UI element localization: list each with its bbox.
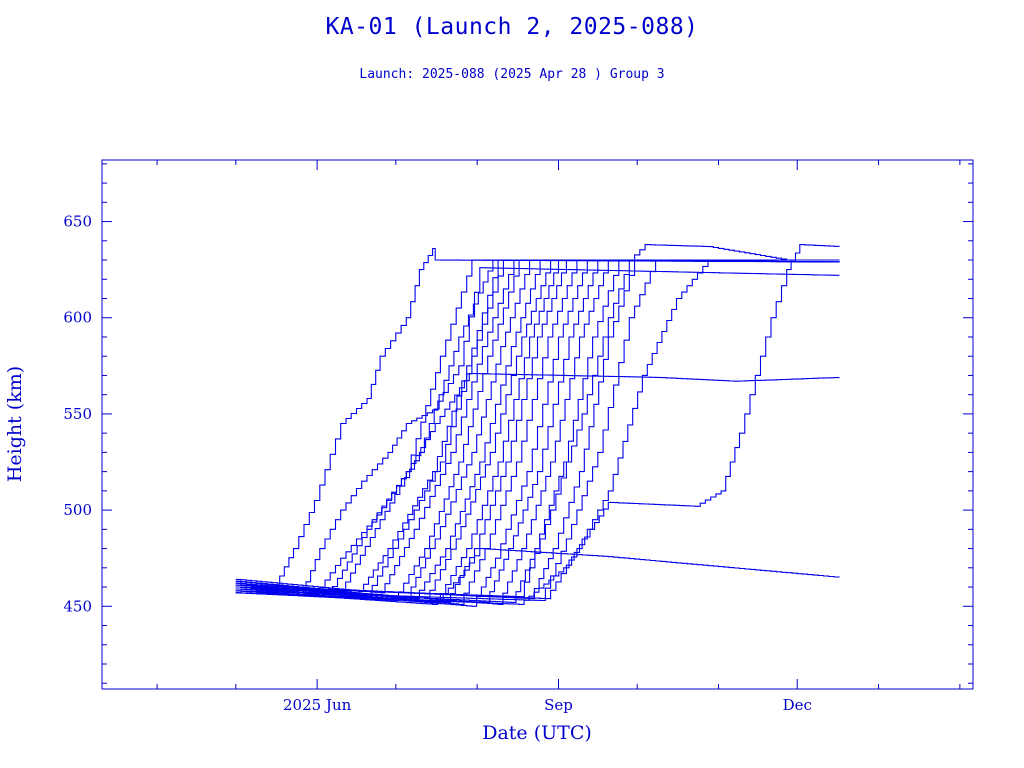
x-tick-label: Sep <box>544 696 573 714</box>
series-line-s7 <box>235 244 840 598</box>
series-line-s20 <box>235 259 840 607</box>
series-line-s25 <box>235 259 840 602</box>
y-tick-label: 450 <box>63 597 92 615</box>
y-axis-label: Height (km) <box>4 366 26 482</box>
y-tick-label: 600 <box>63 309 92 327</box>
y-tick-label: 650 <box>63 213 92 231</box>
series-line-s3 <box>235 372 840 596</box>
y-tick-label: 500 <box>63 501 92 519</box>
series-line-s9 <box>235 259 840 592</box>
chart-title: KA-01 (Launch 2, 2025-088) <box>325 14 699 40</box>
series-line-s2 <box>235 267 840 594</box>
x-tick-label: Dec <box>783 696 812 714</box>
plot-frame <box>101 159 974 690</box>
y-tick-label: 550 <box>63 405 92 423</box>
chart-subtitle: Launch: 2025-088 (2025 Apr 28 ) Group 3 <box>359 67 665 82</box>
x-axis-label: Date (UTC) <box>482 722 592 744</box>
x-tick-label: 2025 Jun <box>283 696 352 714</box>
